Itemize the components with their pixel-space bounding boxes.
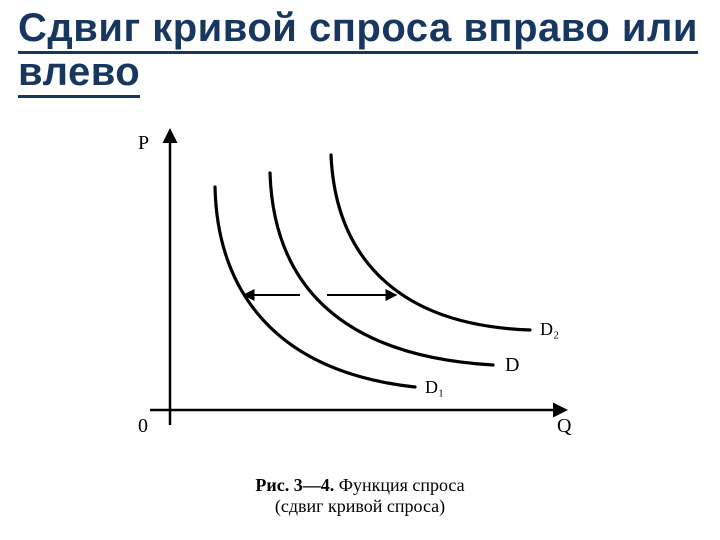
- x-axis-label: Q: [557, 415, 572, 437]
- curve-d1: [215, 187, 415, 387]
- origin-label: 0: [138, 415, 148, 437]
- caption-line2: (сдвиг кривой спроса): [0, 496, 720, 517]
- curve-d: [270, 173, 493, 365]
- demand-shift-chart: P Q 0 D₁ D D₂: [95, 105, 615, 465]
- title-text: Сдвиг кривой спроса вправо или влево: [18, 6, 698, 98]
- y-axis-label: P: [138, 132, 149, 154]
- caption-line1: Рис. 3—4. Функция спроса: [0, 475, 720, 496]
- slide: Сдвиг кривой спроса вправо или влево P Q…: [0, 0, 720, 540]
- figure-caption: Рис. 3—4. Функция спроса (сдвиг кривой с…: [0, 475, 720, 517]
- caption-rest: Функция спроса: [334, 475, 464, 495]
- chart-svg: P Q 0 D₁ D D₂: [95, 105, 615, 465]
- curve-d2: [331, 155, 530, 330]
- curve-d-label: D: [505, 354, 519, 376]
- slide-title: Сдвиг кривой спроса вправо или влево: [18, 6, 702, 94]
- caption-prefix: Рис. 3—4.: [255, 475, 334, 495]
- curve-d1-label: D₁: [425, 377, 444, 397]
- curve-d2-label: D₂: [540, 319, 559, 339]
